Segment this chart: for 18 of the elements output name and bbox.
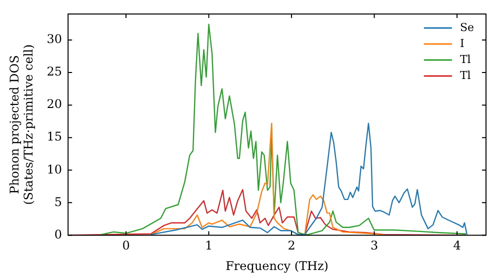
y-axis-title: Phonon projected DOS (States/THz·primitive cell) [7, 44, 36, 205]
x-tick-label: 1 [204, 238, 213, 253]
y-tick-label: 10 [46, 162, 62, 176]
y-tick-label: 30 [46, 32, 62, 46]
y-tick-label: 5 [54, 194, 62, 209]
y-tick-label: 20 [46, 97, 62, 112]
legend-label: I [460, 36, 464, 50]
x-tick-label: 4 [453, 238, 462, 253]
y-tick-label: 0 [54, 227, 62, 242]
legend-label: Tl [460, 68, 472, 82]
x-tick-label: 2 [288, 238, 296, 253]
y-tick-label: 25 [46, 64, 62, 79]
x-tick-label: 0 [122, 238, 130, 253]
legend-label: Se [460, 20, 474, 34]
y-tick-label: 15 [46, 130, 62, 144]
x-tick-label: 3 [370, 238, 378, 253]
x-axis-title: Frequency (THz) [226, 258, 328, 273]
legend-label: Tl [460, 52, 472, 66]
